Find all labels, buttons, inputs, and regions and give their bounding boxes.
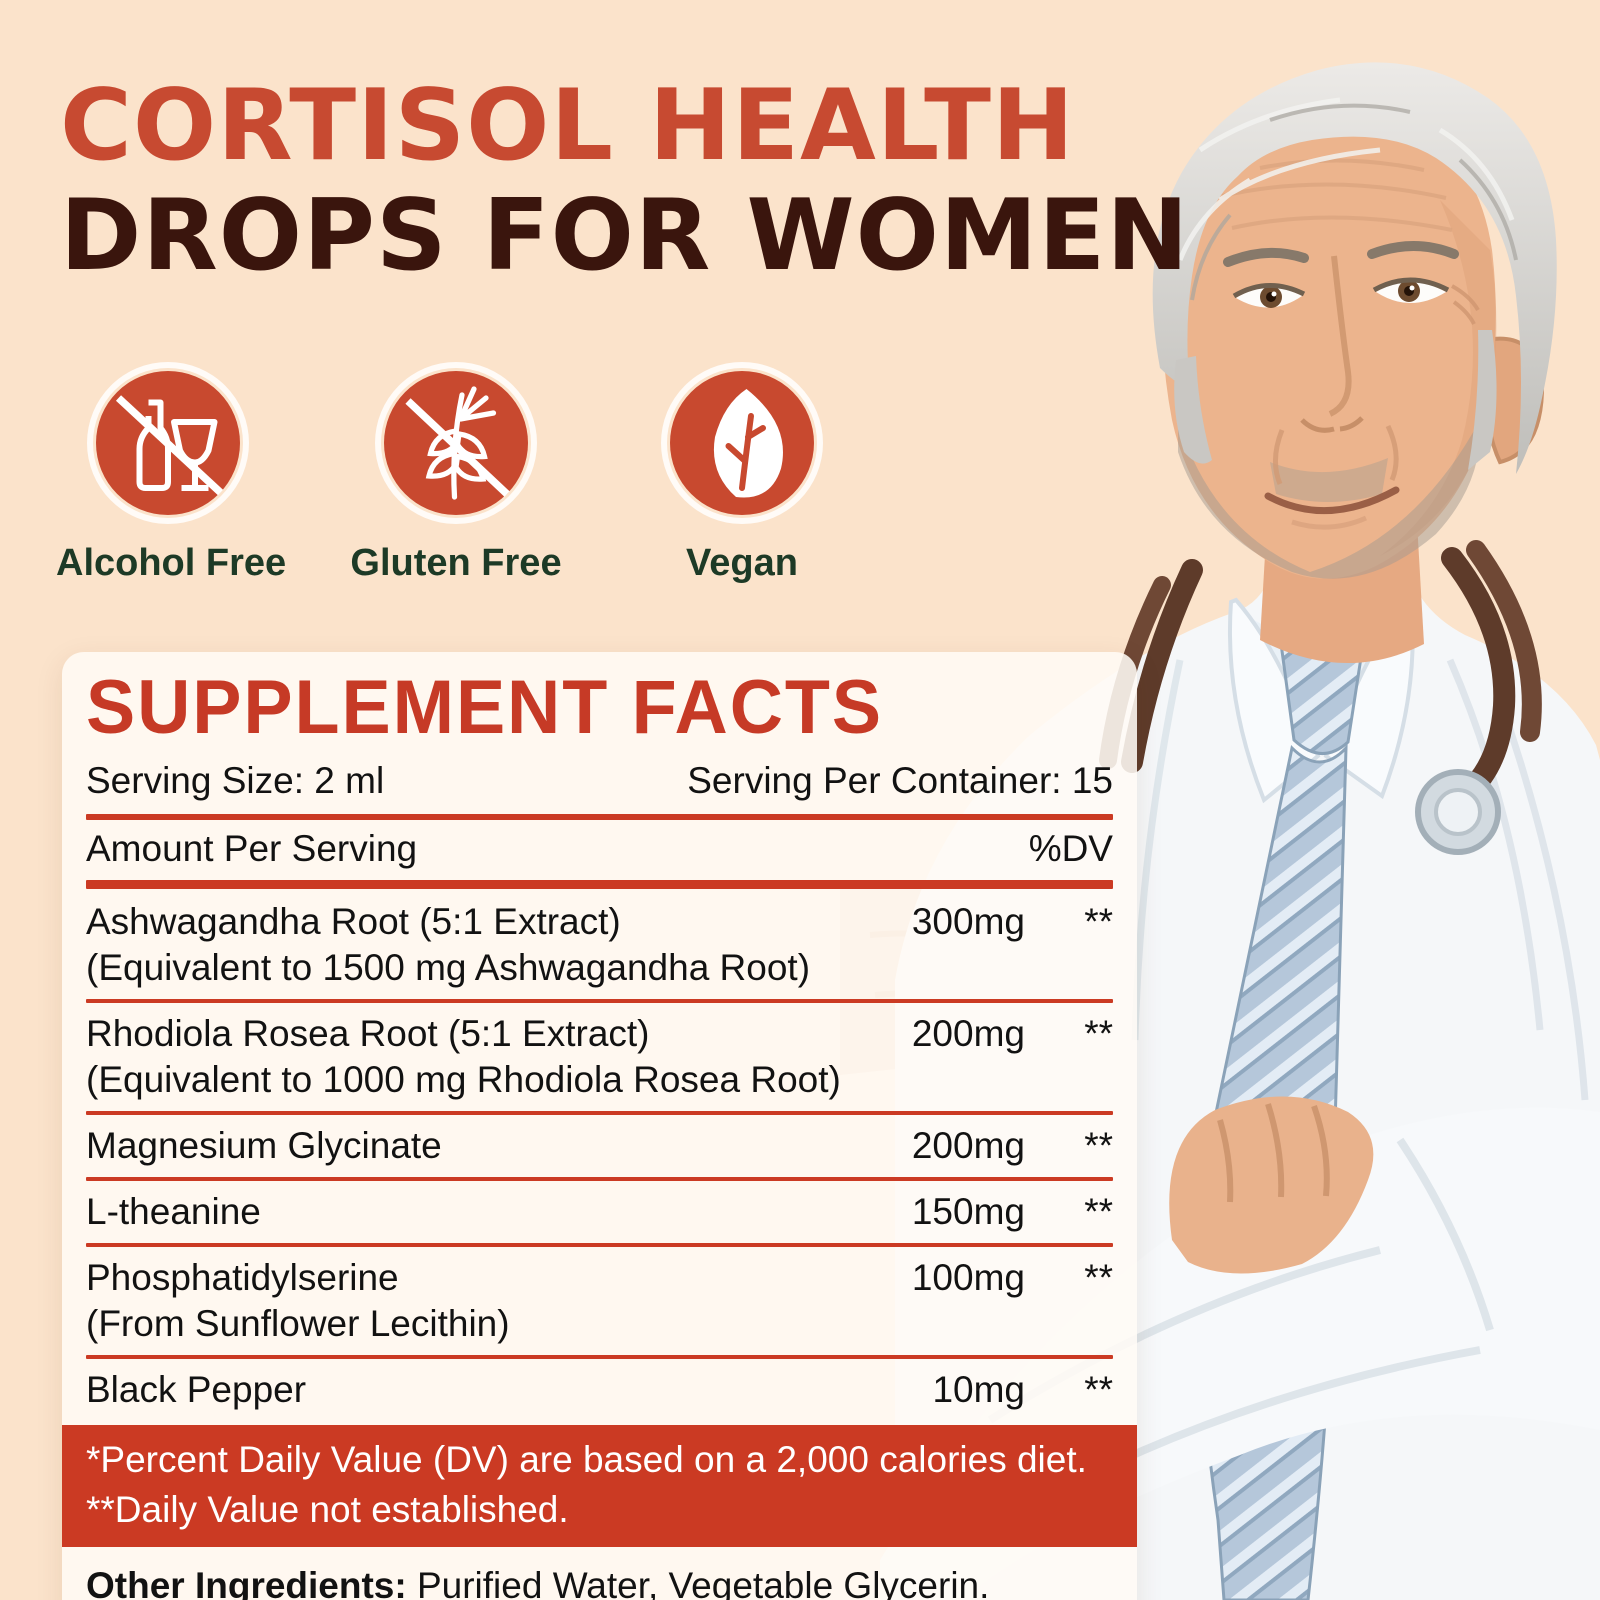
daily-value-footnote: *Percent Daily Value (DV) are based on a… xyxy=(62,1424,1137,1547)
doctor-face xyxy=(1161,104,1497,579)
supplement-row: Black Pepper 10mg ** xyxy=(86,1367,1113,1413)
amount-per-serving-header: Amount Per Serving xyxy=(86,827,418,869)
ingredient-amount: 200mg xyxy=(911,1124,1025,1166)
row-separator xyxy=(86,1242,1113,1247)
ingredient-name: Rhodiola Rosea Root (5:1 Extract) xyxy=(86,1012,650,1054)
ingredient-detail: (Equivalent to 1500 mg Ashwagandha Root) xyxy=(86,946,811,988)
ingredient-dv: ** xyxy=(1084,1124,1113,1166)
product-title-line2: DROPS FOR WOMEN xyxy=(60,178,1190,293)
ingredient-amount: 200mg xyxy=(911,1012,1025,1054)
ingredient-dv: ** xyxy=(1084,1190,1113,1232)
other-ingredients-text: Purified Water, Vegetable Glycerin. xyxy=(416,1564,990,1600)
footnote-line2: **Daily Value not established. xyxy=(86,1488,569,1530)
supplement-row: Rhodiola Rosea Root (5:1 Extract) 200mg … xyxy=(86,1011,1113,1115)
dv-header: %DV xyxy=(1028,827,1113,869)
eyebrow-left xyxy=(1223,247,1309,267)
divider xyxy=(86,813,1113,820)
badge-alcohol-free: Alcohol Free xyxy=(56,368,287,585)
ingredient-amount: 300mg xyxy=(911,900,1025,942)
footnote-line1: *Percent Daily Value (DV) are based on a… xyxy=(86,1438,1087,1480)
ingredient-amount: 150mg xyxy=(911,1190,1025,1232)
stubble xyxy=(1178,420,1481,579)
eyes xyxy=(1232,277,1480,325)
no-alcohol-icon xyxy=(96,371,240,515)
ingredient-dv: ** xyxy=(1084,1256,1113,1298)
doctor-hair xyxy=(1152,62,1557,474)
supplement-facts-heading: SUPPLEMENT FACTS xyxy=(86,665,883,750)
serving-info-row: Serving Size: 2 ml Serving Per Container… xyxy=(86,758,1113,804)
ingredient-name: Black Pepper xyxy=(86,1368,307,1410)
divider xyxy=(86,879,1113,889)
ingredient-amount: 10mg xyxy=(932,1368,1025,1410)
badge-label: Vegan xyxy=(686,542,798,584)
supplement-row: L-theanine 150mg ** xyxy=(86,1189,1113,1247)
row-separator xyxy=(86,1354,1113,1359)
ingredient-dv: ** xyxy=(1084,1012,1113,1054)
row-separator xyxy=(86,1110,1113,1115)
supplement-facts-panel: SUPPLEMENT FACTS Serving Size: 2 ml Serv… xyxy=(62,652,1137,1600)
eyebrow-right xyxy=(1367,241,1459,259)
forehead-wrinkles xyxy=(1221,158,1453,232)
smile xyxy=(1264,486,1400,515)
ingredient-dv: ** xyxy=(1084,1368,1113,1410)
ingredient-name: Magnesium Glycinate xyxy=(86,1124,442,1166)
supplement-row: Ashwagandha Root (5:1 Extract) 300mg ** … xyxy=(86,899,1113,1003)
facts-rows: Ashwagandha Root (5:1 Extract) 300mg ** … xyxy=(86,899,1113,1413)
nose xyxy=(1328,255,1352,417)
ingredient-name: Phosphatidylserine xyxy=(86,1256,399,1298)
supplement-row: Magnesium Glycinate 200mg ** xyxy=(86,1123,1113,1181)
row-separator xyxy=(86,1176,1113,1181)
vegan-leaf-icon xyxy=(670,371,814,515)
ingredient-dv: ** xyxy=(1084,900,1113,942)
facts-header-row: Amount Per Serving %DV xyxy=(86,826,1113,872)
product-title-line1: CORTISOL HEALTH xyxy=(60,69,1075,183)
no-gluten-icon xyxy=(384,371,528,515)
badge-vegan: Vegan xyxy=(630,368,854,585)
serving-size: Serving Size: 2 ml xyxy=(86,759,385,801)
servings-per-container: Serving Per Container: 15 xyxy=(687,759,1113,801)
other-ingredients-label: Other Ingredients: xyxy=(86,1564,407,1600)
ingredient-amount: 100mg xyxy=(911,1256,1025,1298)
ingredient-name: Ashwagandha Root (5:1 Extract) xyxy=(86,900,621,942)
badge-label: Gluten Free xyxy=(350,542,562,584)
other-ingredients: Other Ingredients: Purified Water, Veget… xyxy=(86,1563,1113,1600)
badge-gluten-free: Gluten Free xyxy=(344,368,568,585)
product-title: CORTISOL HEALTH DROPS FOR WOMEN xyxy=(60,69,1190,293)
ingredient-detail: (From Sunflower Lecithin) xyxy=(86,1302,510,1344)
ingredient-name: L-theanine xyxy=(86,1190,261,1232)
row-separator xyxy=(86,998,1113,1003)
badge-label: Alcohol Free xyxy=(56,542,287,584)
supplement-row: Phosphatidylserine 100mg ** (From Sunflo… xyxy=(86,1255,1113,1359)
ingredient-detail: (Equivalent to 1000 mg Rhodiola Rosea Ro… xyxy=(86,1058,841,1100)
